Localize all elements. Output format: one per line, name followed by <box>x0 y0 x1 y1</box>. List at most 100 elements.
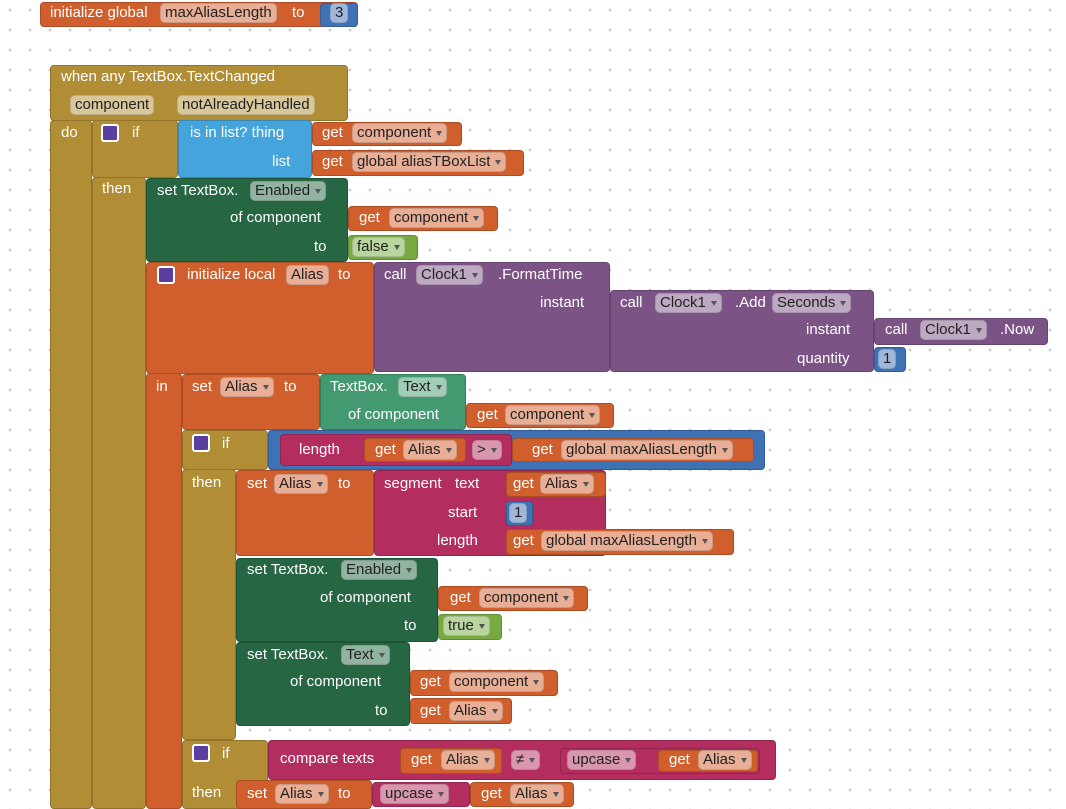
block-field[interactable]: component <box>389 208 485 228</box>
block-label: get <box>420 702 441 719</box>
block-label: list <box>272 153 291 170</box>
block-field[interactable]: Clock1 <box>920 320 987 340</box>
block-field: 1 <box>878 349 897 369</box>
block-field: 1 <box>509 503 528 523</box>
block-field[interactable]: global aliasTBoxList <box>352 152 507 172</box>
block-label: .Add <box>735 294 766 311</box>
block-label: quantity <box>797 350 850 367</box>
block-field[interactable]: Alias <box>441 750 495 770</box>
block-field[interactable]: Alias <box>403 440 457 460</box>
block-label: to <box>314 238 327 255</box>
block-field: Alias <box>286 265 329 285</box>
block-field[interactable]: component <box>505 405 601 425</box>
block-label: to <box>338 475 351 492</box>
block-field[interactable]: Enabled <box>341 560 418 580</box>
block-label: to <box>338 785 351 802</box>
block-field[interactable]: Alias <box>275 784 329 804</box>
block-field: component <box>70 95 155 115</box>
block-label: of component <box>290 673 381 690</box>
block-label: get <box>513 532 534 549</box>
block-field[interactable]: Alias <box>540 474 594 494</box>
block-label: .FormatTime <box>498 266 583 283</box>
block[interactable] <box>50 120 92 809</box>
block-label: of component <box>320 589 411 606</box>
block-label: set TextBox. <box>247 561 329 578</box>
block-label: .Now <box>1000 321 1035 338</box>
block-label: call <box>384 266 407 283</box>
block-field[interactable]: Seconds <box>772 293 852 313</box>
block-label: get <box>450 589 471 606</box>
block-field[interactable]: Clock1 <box>655 293 722 313</box>
block-label: start <box>448 504 478 521</box>
block-label: get <box>420 673 441 690</box>
block-field[interactable]: global maxAliasLength <box>561 440 733 460</box>
block-label: then <box>192 474 222 491</box>
block-field: 3 <box>330 3 349 23</box>
block-field[interactable]: Enabled <box>250 181 327 201</box>
block-label: then <box>192 784 222 801</box>
block-field[interactable]: Alias <box>698 750 752 770</box>
block-label: to <box>338 266 351 283</box>
block-field[interactable]: ≠ <box>511 750 541 770</box>
block-field[interactable]: Text <box>341 645 390 665</box>
block[interactable] <box>182 469 236 740</box>
block-label: TextBox. <box>330 378 388 395</box>
block-label: text <box>455 475 480 492</box>
block-label: of component <box>348 406 439 423</box>
block-label: if <box>222 745 230 762</box>
block-label: to <box>292 4 305 21</box>
mutator-icon[interactable] <box>192 744 210 762</box>
block-label: do <box>61 124 78 141</box>
block-label: set <box>247 475 268 492</box>
block-label: set TextBox. <box>157 182 239 199</box>
block-label: set <box>192 378 213 395</box>
block-field[interactable]: > <box>472 440 502 460</box>
block-field[interactable]: global maxAliasLength <box>541 531 713 551</box>
block-field[interactable]: Alias <box>510 784 564 804</box>
block[interactable] <box>178 120 312 178</box>
block-field[interactable]: true <box>443 616 490 636</box>
block-label: length <box>437 532 478 549</box>
block[interactable] <box>92 177 146 809</box>
block-field[interactable]: component <box>479 588 575 608</box>
block-label: is in list? thing <box>190 124 285 141</box>
block-field[interactable]: Clock1 <box>416 265 483 285</box>
block-label: get <box>322 124 343 141</box>
mutator-icon[interactable] <box>157 266 175 284</box>
block-field[interactable]: Text <box>398 377 447 397</box>
block-field[interactable]: Alias <box>274 474 328 494</box>
block-field[interactable]: false <box>352 237 405 257</box>
block-label: if <box>132 124 140 141</box>
block-label: then <box>102 180 132 197</box>
block-label: call <box>885 321 908 338</box>
block-label: in <box>156 378 168 395</box>
block-label: set TextBox. <box>247 646 329 663</box>
block[interactable] <box>374 262 610 372</box>
block-label: get <box>322 153 343 170</box>
block-field[interactable]: component <box>449 672 545 692</box>
block-field[interactable]: Alias <box>449 701 503 721</box>
block-label: to <box>375 702 388 719</box>
block-field[interactable]: component <box>352 123 448 143</box>
block-label: length <box>299 441 340 458</box>
block-label: of component <box>230 209 321 226</box>
block-label: to <box>404 617 417 634</box>
block[interactable] <box>146 373 182 809</box>
block-label: instant <box>540 294 585 311</box>
block-label: get <box>477 406 498 423</box>
block-label: set <box>247 785 268 802</box>
block-field[interactable]: Alias <box>220 377 274 397</box>
block-label: when any TextBox.TextChanged <box>61 68 276 85</box>
block-field[interactable]: upcase <box>380 784 450 804</box>
mutator-icon[interactable] <box>192 434 210 452</box>
mutator-icon[interactable] <box>101 124 119 142</box>
block-label: get <box>359 209 380 226</box>
block-field[interactable]: upcase <box>567 750 637 770</box>
block-label: get <box>481 785 502 802</box>
block[interactable] <box>146 262 374 374</box>
block-label: get <box>513 475 534 492</box>
block-label: compare texts <box>280 750 375 767</box>
block-label: instant <box>806 321 851 338</box>
